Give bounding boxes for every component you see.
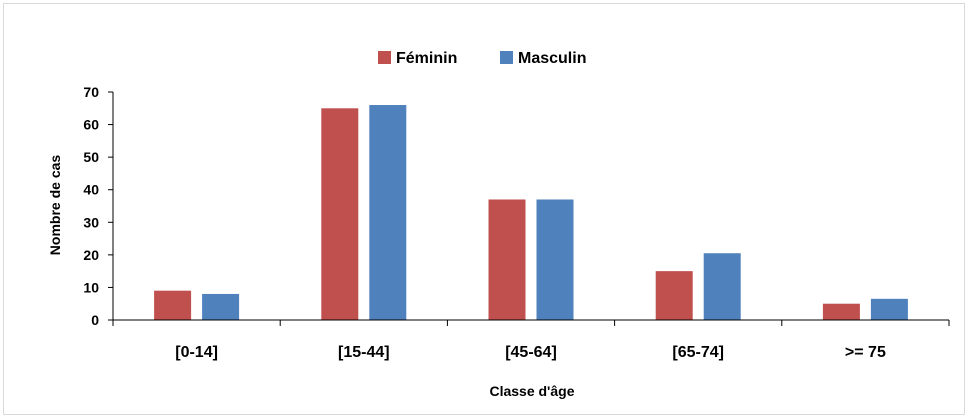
chart-frame [3,3,965,415]
y-tick-label: 30 [83,214,99,230]
bar-feminin-65-74 [655,271,693,320]
bar-masculin-15-44 [369,105,407,321]
bar-masculin-65-74 [703,253,741,320]
bar-masculin-0-14 [202,293,240,320]
legend-label-feminin: Féminin [396,50,457,67]
legend: Féminin Masculin [378,50,586,67]
legend-swatch-feminin [378,51,391,64]
x-tick-label: [45-64] [505,344,557,361]
y-tick-label: 40 [83,182,99,198]
bars-group [154,105,908,321]
y-tick-label: 10 [83,279,99,295]
axes-group: [0-14] [15-44] [45-64] [65-74] >= 75 0 10 20 30 4… [83,84,950,361]
y-tick-label: 20 [83,247,99,263]
x-tick-label: [0-14] [175,344,218,361]
y-tick-label: 60 [83,117,99,133]
legend-label-masculin: Masculin [518,50,586,67]
x-tick-label: [15-44] [338,344,390,361]
x-axis-title: Classe d'âge [489,383,574,399]
bar-feminin-75 [822,303,860,320]
y-axis-title: Nombre de cas [47,155,63,256]
y-tick-label: 50 [83,149,99,165]
x-tick-label: >= 75 [845,344,886,361]
bar-masculin-75 [870,298,908,320]
bar-feminin-45-64 [488,199,526,320]
x-tick-label: [65-74] [672,344,724,361]
y-tick-label: 0 [91,312,99,328]
bar-feminin-0-14 [154,290,192,320]
bar-masculin-45-64 [536,199,574,320]
y-tick-label: 70 [83,84,99,100]
bar-feminin-15-44 [321,108,359,321]
legend-swatch-masculin [500,51,513,64]
